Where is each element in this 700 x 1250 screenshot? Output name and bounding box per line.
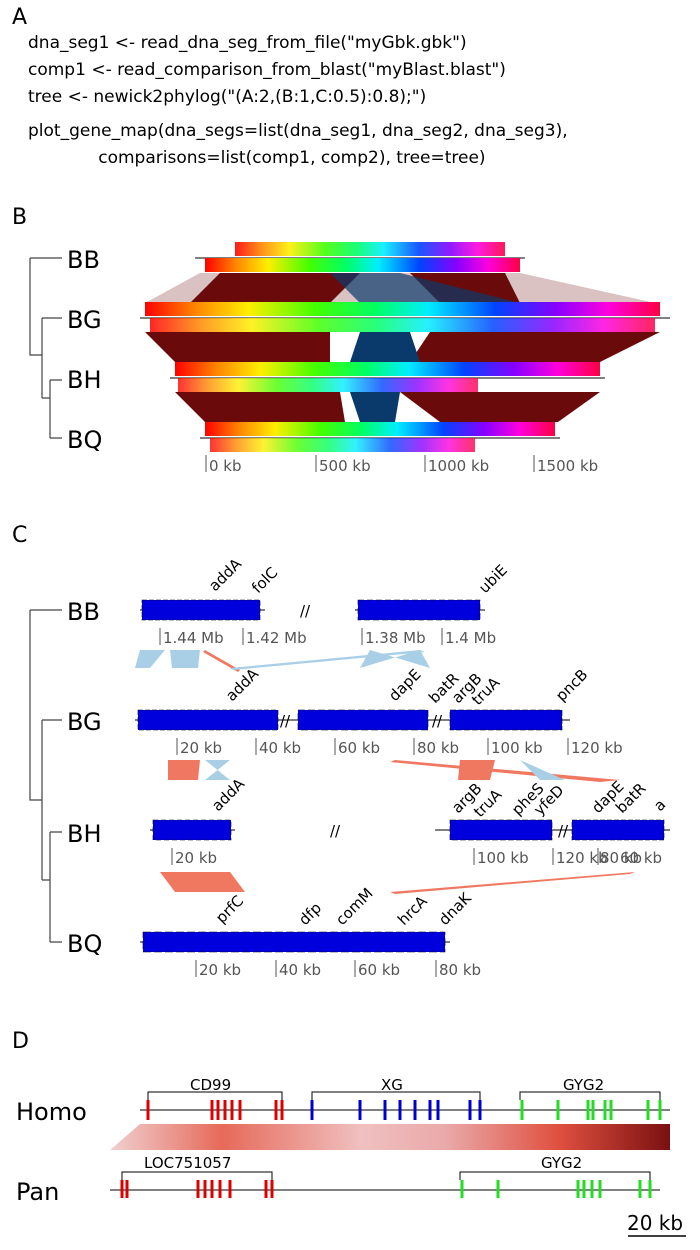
gene-label-ubiE: ubiE [475, 561, 511, 597]
svg-text://: // [432, 712, 443, 730]
homo-exons [146, 1100, 662, 1120]
tick-bh-100kb: 100 kb [477, 849, 529, 867]
tick-1.44mb: 1.44 Mb [163, 629, 224, 647]
gene-label-comM: comM [332, 884, 377, 929]
tick-bq-20kb: 20 kb [199, 961, 241, 979]
svg-text://: // [558, 822, 569, 840]
scale-label-1500kb: 1500 kb [537, 457, 598, 475]
pan-gene-brackets [121, 1171, 651, 1180]
pan-gene-gyg2: GYG2 [541, 1154, 582, 1172]
panel-a: A dna_seg1 <- read_dna_seg_from_file("my… [12, 5, 568, 168]
tick-bq-80kb: 80 kb [439, 961, 481, 979]
tip-label-bh: BH [67, 366, 102, 394]
tick-bq-60kb: 60 kb [358, 961, 400, 979]
tick-bg-40kb: 40 kb [259, 739, 301, 757]
svg-text://: // [330, 822, 341, 840]
scale-bar-label: 20 kb [627, 1211, 683, 1235]
tick-bg-20kb: 20 kb [180, 739, 222, 757]
genome-track-bh [170, 362, 605, 392]
gene-label-addA-bb: addA [205, 554, 245, 594]
gene-label-a-bh: a [650, 796, 669, 815]
gene-label-folC: folC [248, 564, 281, 597]
panel-b-tree [29, 257, 62, 439]
genome-track-bq [200, 422, 560, 452]
homo-gene-cd99: CD99 [190, 1076, 231, 1094]
code-line-2: comp1 <- read_comparison_from_blast("myB… [28, 60, 506, 80]
tip-label-c-bq: BQ [67, 930, 102, 958]
gene-row-c-bq: prfC dfp comM hrcA dnaK 20 kb 40 kb 60 k… [140, 884, 481, 979]
code-line-3: tree <- newick2phylog("(A:2,(B:1,C:0.5):… [28, 87, 426, 107]
gene-label-dapE-bg: dapE [385, 665, 424, 704]
species-label-pan: Pan [16, 1178, 59, 1206]
panel-b: B BB BG BH BQ [12, 205, 670, 475]
panel-b-letter: B [12, 205, 27, 230]
tip-label-c-bg: BG [67, 708, 102, 736]
panel-c: C BB BG BH BQ // [12, 523, 670, 979]
tick-bg-60kb: 60 kb [338, 739, 380, 757]
tip-label-bg: BG [67, 306, 102, 334]
gene-label-prfC: prfC [212, 892, 247, 927]
pan-gene-loc751057: LOC751057 [144, 1154, 231, 1172]
comparisons-c [135, 650, 635, 894]
tick-bh-120kb: 120 kb [556, 849, 608, 867]
scale-ticks-b [205, 455, 535, 472]
break-mark-1: // [300, 602, 311, 620]
tip-label-c-bb: BB [67, 598, 100, 626]
tick-bh-60kb: 60 kb [620, 849, 662, 867]
gene-label-hrcA: hrcA [394, 892, 431, 929]
tip-label-bb: BB [67, 246, 100, 274]
scale-label-500kb: 500 kb [319, 457, 371, 475]
tick-bg-120kb: 120 kb [571, 739, 623, 757]
tick-1.4mb: 1.4 Mb [445, 629, 496, 647]
tip-label-c-bh: BH [67, 820, 102, 848]
gene-label-pncB: pncB [552, 666, 591, 705]
homo-gene-xg: XG [381, 1076, 403, 1094]
panel-a-letter: A [12, 5, 27, 30]
tick-1.38mb: 1.38 Mb [365, 629, 426, 647]
scale-label-0kb: 0 kb [209, 457, 242, 475]
gene-row-c-bg: // // addA dapE batR argB truA pncB 20 k… [135, 664, 623, 757]
homo-pan-comparison [110, 1124, 670, 1150]
homo-gene-brackets [147, 1091, 661, 1100]
gene-row-c-bh: // // addA argB truA pheS yfeD dapE batR… [150, 774, 670, 867]
genome-track-bg [140, 302, 670, 332]
gene-label-dnaK: dnaK [435, 888, 475, 928]
code-line-4: plot_gene_map(dna_segs=list(dna_seg1, dn… [28, 121, 568, 141]
comparisons-b [145, 273, 660, 422]
tip-label-bq: BQ [67, 426, 102, 454]
svg-text://: // [280, 712, 291, 730]
panel-c-letter: C [12, 523, 27, 548]
species-label-homo: Homo [16, 1098, 87, 1126]
gene-label-dfp: dfp [295, 899, 325, 929]
code-line-1: dna_seg1 <- read_dna_seg_from_file("myGb… [28, 33, 467, 53]
pan-exons [120, 1180, 652, 1198]
tick-bh-80kb: 80 kb [600, 849, 642, 867]
tick-bg-100kb: 100 kb [491, 739, 543, 757]
tick-bh-20kb: 20 kb [175, 849, 217, 867]
tick-bg-80kb: 80 kb [417, 739, 459, 757]
tick-1.42mb: 1.42 Mb [246, 629, 307, 647]
panel-d: D Homo Pan CD99 XG GYG2 LOC751057 GYG2 [12, 1029, 686, 1237]
scale-label-1000kb: 1000 kb [428, 457, 489, 475]
gene-row-c-bb: // addA folC ubiE 1.44 Mb 1.42 Mb 1.38 M… [140, 554, 511, 647]
gene-label-addA-bg: addA [222, 664, 262, 704]
panel-c-tree [29, 609, 62, 943]
tick-bq-40kb: 40 kb [279, 961, 321, 979]
panel-d-letter: D [12, 1029, 29, 1054]
genome-track-bb [195, 242, 525, 272]
code-line-5: comparisons=list(comp1, comp2), tree=tre… [28, 148, 486, 168]
homo-gene-gyg2: GYG2 [563, 1076, 604, 1094]
gene-label-addA-bh: addA [208, 774, 248, 814]
